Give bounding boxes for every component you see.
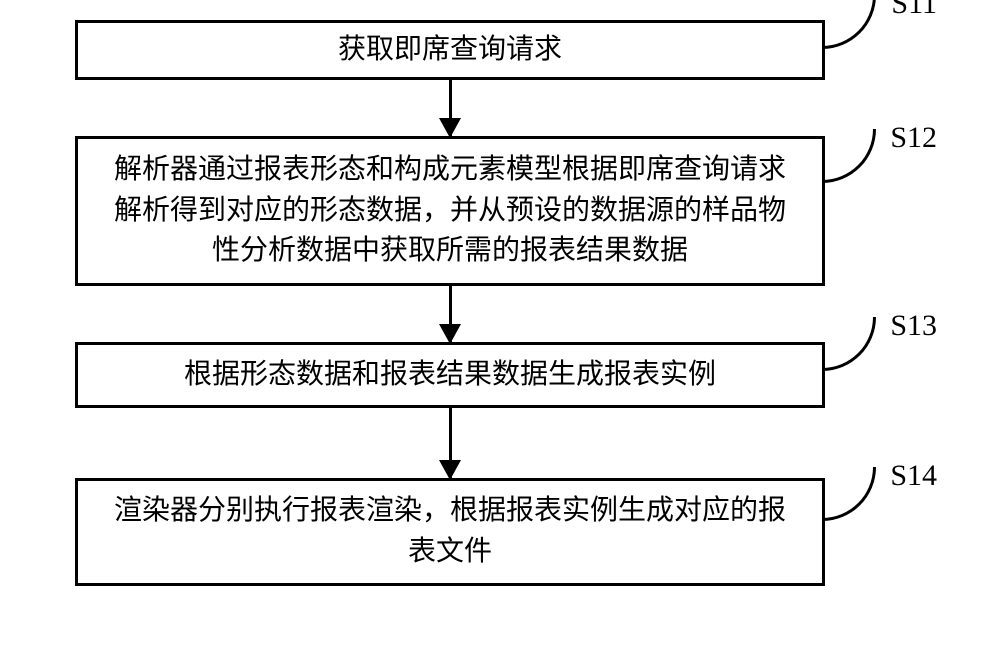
step-label: S14	[890, 459, 937, 493]
step-text: 解析器通过报表形态和构成元素模型根据即席查询请求解析得到对应的形态数据，并从预设…	[108, 150, 792, 272]
step-box-s13: 根据形态数据和报表结果数据生成报表实例 S13	[75, 342, 825, 408]
connector-arc	[822, 0, 876, 49]
connector-arc	[822, 467, 876, 521]
arrow-head-icon	[439, 118, 461, 138]
step-box-s11: 获取即席查询请求 S11	[75, 20, 825, 80]
step-text: 渲染器分别执行报表渲染，根据报表实例生成对应的报表文件	[108, 491, 792, 572]
step-text: 获取即席查询请求	[338, 30, 562, 71]
step-box-s14: 渲染器分别执行报表渲染，根据报表实例生成对应的报表文件 S14	[75, 478, 825, 586]
step-label: S12	[890, 121, 937, 155]
connector-arc	[822, 129, 876, 183]
arrow	[75, 80, 825, 136]
flowchart-canvas: 获取即席查询请求 S11 解析器通过报表形态和构成元素模型根据即席查询请求解析得…	[75, 20, 925, 586]
arrow-head-icon	[439, 324, 461, 344]
arrow-head-icon	[439, 460, 461, 480]
step-label: S11	[891, 0, 937, 21]
arrow	[75, 286, 825, 342]
step-text: 根据形态数据和报表结果数据生成报表实例	[184, 355, 716, 396]
step-box-s12: 解析器通过报表形态和构成元素模型根据即席查询请求解析得到对应的形态数据，并从预设…	[75, 136, 825, 286]
connector-arc	[822, 317, 876, 371]
arrow	[75, 408, 825, 478]
step-label: S13	[890, 309, 937, 343]
